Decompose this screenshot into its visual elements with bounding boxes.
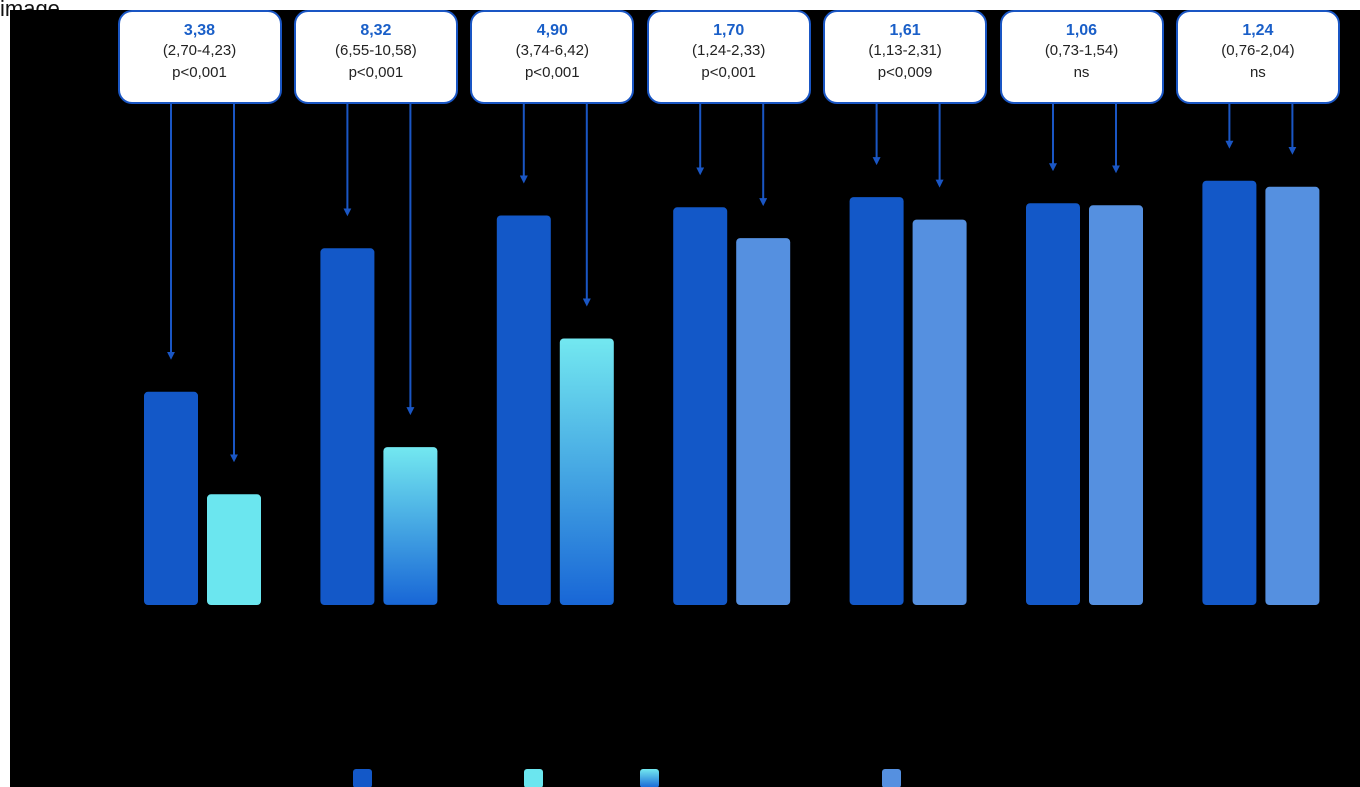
legend-swatch-4 <box>882 769 901 787</box>
confidence-interval-label: (3,74-6,42) <box>515 42 589 59</box>
bar-group-6-a <box>1026 203 1080 605</box>
chart-panel: 3,38 (2,70-4,23) p<0,001 8,32 (6,55-10,58) p<… <box>10 10 1360 787</box>
confidence-interval-label: (1,13-2,31) <box>868 42 942 59</box>
callout-group-2: 8,32 (6,55-10,58) p<0,001 <box>293 10 458 104</box>
bar-group-1-a <box>144 391 198 605</box>
bar-group-1-b <box>207 494 261 605</box>
odds-ratio-label: 1,61 <box>889 22 921 39</box>
bar-group-4-b <box>736 238 791 605</box>
bar-group-7-a <box>1202 180 1257 605</box>
confidence-interval-label: (0,73-1,54) <box>1044 42 1119 59</box>
confidence-interval-label: (2,70-4,23) <box>162 42 237 59</box>
p-value-label: p<0,001 <box>172 64 227 81</box>
legend-swatch-1 <box>353 769 372 787</box>
bar-group-5-a <box>849 197 904 605</box>
arrows-layer <box>167 104 1297 463</box>
bar-group-4-a <box>673 207 728 606</box>
callout-group-7: 1,24 (0,76-2,04) ns <box>1175 10 1340 104</box>
odds-ratio-label: 3,38 <box>183 22 216 39</box>
legend-swatch-3 <box>640 769 659 787</box>
bar-group-6-b <box>1089 205 1143 606</box>
bar-group-2-b <box>383 447 438 605</box>
odds-ratio-label: 1,06 <box>1065 22 1098 39</box>
callout-group-1: 3,38 (2,70-4,23) p<0,001 <box>117 10 282 104</box>
bar-group-2-a <box>320 248 375 606</box>
p-value-label: p<0,001 <box>701 64 756 81</box>
p-value-label: p<0,009 <box>877 64 933 81</box>
confidence-interval-label: (1,24-2,33) <box>692 42 766 59</box>
callout-group-6: 1,06 (0,73-1,54) ns <box>999 10 1164 104</box>
legend-swatch-2 <box>524 769 543 787</box>
odds-ratio-label: 1,24 <box>1242 22 1274 39</box>
bar-group-3-a <box>496 215 551 605</box>
bar-group-5-b <box>912 219 967 605</box>
legend <box>353 769 901 787</box>
confidence-interval-label: (0,76-2,04) <box>1221 42 1295 59</box>
p-value-label: p<0,001 <box>348 64 404 81</box>
callout-group-3: 4,90 (3,74-6,42) p<0,001 <box>470 10 635 104</box>
odds-ratio-label: 4,90 <box>536 22 568 39</box>
bar-group-7-b <box>1265 186 1320 606</box>
odds-ratio-label: 1,70 <box>713 22 745 39</box>
p-value-label: p<0,001 <box>524 64 580 81</box>
bars-layer <box>144 180 1320 606</box>
bar-group-3-b <box>559 338 614 605</box>
callout-group-5: 1,61 (1,13-2,31) p<0,009 <box>823 10 988 104</box>
callout-group-4: 1,70 (1,24-2,33) p<0,001 <box>646 10 811 104</box>
p-value-label: ns <box>1249 64 1266 81</box>
p-value-label: ns <box>1073 64 1090 81</box>
confidence-interval-label: (6,55-10,58) <box>335 42 417 59</box>
bar-chart <box>144 104 1320 787</box>
odds-ratio-label: 8,32 <box>360 22 392 39</box>
